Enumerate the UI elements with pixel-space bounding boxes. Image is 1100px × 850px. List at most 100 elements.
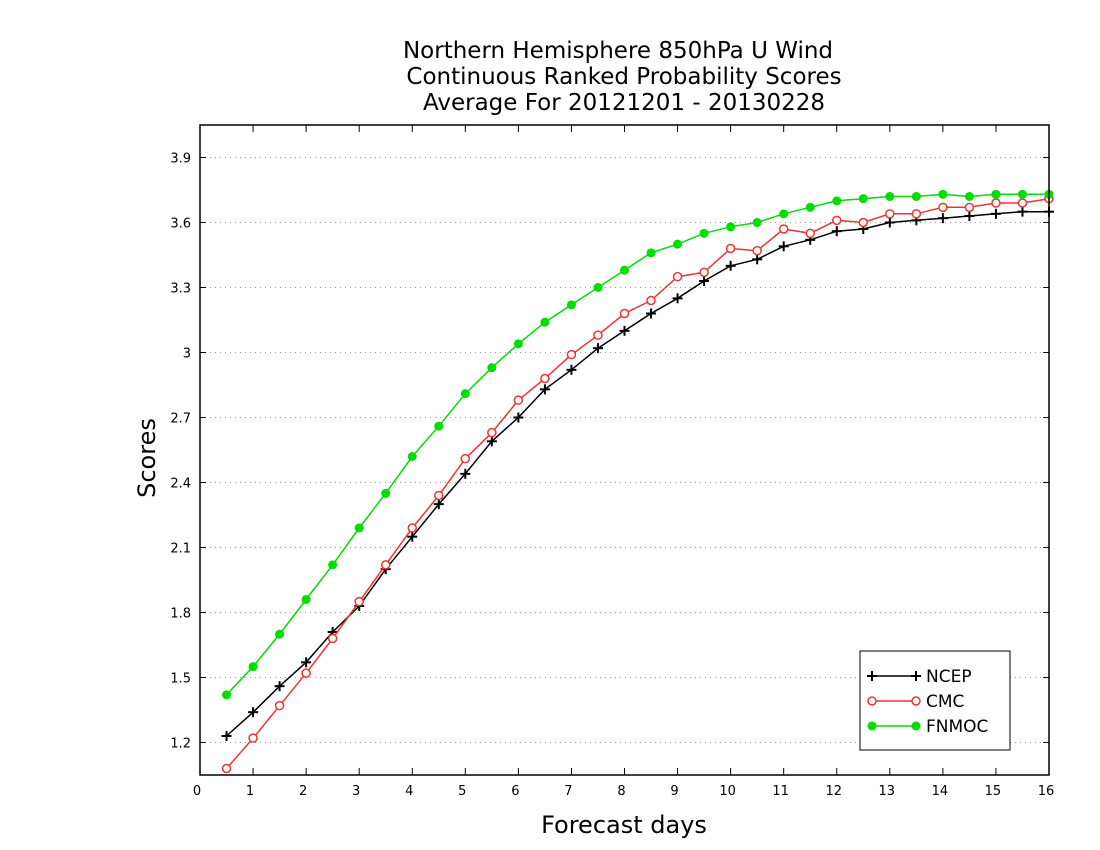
data-point-fnmoc <box>354 523 364 533</box>
data-point-cmc <box>487 427 497 438</box>
title-line-2: Continuous Ranked Probability Scores <box>406 64 841 90</box>
y-axis-label: Scores <box>133 418 161 498</box>
data-point-ncep <box>831 226 842 237</box>
data-point-fnmoc <box>911 192 921 201</box>
data-point-cmc <box>513 395 524 405</box>
data-point-ncep <box>884 217 895 228</box>
x-tick-label: 1 <box>246 784 254 799</box>
data-point-cmc <box>699 267 709 278</box>
data-point-fnmoc <box>248 662 258 672</box>
data-point-ncep <box>990 208 1001 219</box>
data-point-fnmoc <box>832 196 842 206</box>
data-point-cmc <box>1017 198 1028 208</box>
legend-label: NCEP <box>926 667 972 687</box>
legend-marker <box>911 671 921 681</box>
data-point-cmc <box>354 596 364 607</box>
y-tick-label: 2.4 <box>170 477 191 492</box>
data-point-ncep <box>778 241 789 252</box>
data-point-ncep <box>619 325 630 336</box>
data-point-cmc <box>725 243 736 254</box>
data-point-cmc <box>752 245 762 256</box>
data-point-ncep <box>964 211 975 221</box>
data-point-ncep <box>221 731 232 741</box>
data-point-cmc <box>327 633 338 644</box>
x-tick-label: 4 <box>405 784 413 799</box>
data-point-fnmoc <box>487 363 497 373</box>
title-line-1: Northern Hemisphere 850hPa U Wind <box>403 38 833 64</box>
data-point-fnmoc <box>938 189 948 199</box>
x-tick-label: 9 <box>670 784 678 799</box>
data-point-ncep <box>725 260 736 271</box>
data-point-fnmoc <box>699 228 709 238</box>
data-point-cmc <box>619 308 630 319</box>
data-point-ncep <box>752 254 763 265</box>
data-point-cmc <box>540 373 550 384</box>
data-point-cmc <box>593 330 603 340</box>
legend-label: FNMOC <box>926 717 988 737</box>
chart-title: Northern Hemisphere 850hPa U Wind Contin… <box>403 38 842 116</box>
data-point-fnmoc <box>222 690 232 700</box>
legend-label: CMC <box>926 692 964 712</box>
x-tick-label: 11 <box>772 784 789 799</box>
x-tick-label: 7 <box>564 784 572 799</box>
y-tick-label: 3.9 <box>170 152 191 167</box>
data-point-fnmoc <box>540 317 550 327</box>
data-point-fnmoc <box>1017 189 1027 199</box>
x-tick-label: 14 <box>932 784 949 799</box>
data-point-fnmoc <box>752 218 762 227</box>
data-point-fnmoc <box>620 265 629 275</box>
x-tick-label: 0 <box>193 784 201 799</box>
legend-marker <box>867 696 877 706</box>
data-point-cmc <box>885 209 895 219</box>
data-point-fnmoc <box>779 209 789 219</box>
plot-frame <box>199 124 1050 776</box>
x-tick-label: 16 <box>1038 784 1055 799</box>
x-tick-label: 15 <box>985 784 1002 799</box>
data-point-fnmoc <box>991 189 1001 199</box>
data-point-ncep <box>539 384 550 395</box>
data-point-ncep <box>699 276 710 286</box>
data-point-fnmoc <box>858 194 868 204</box>
legend-item-fnmoc: FNMOC <box>867 717 988 737</box>
data-point-fnmoc <box>726 222 736 232</box>
data-point-fnmoc <box>513 339 523 349</box>
data-point-cmc <box>778 224 789 234</box>
data-point-ncep <box>433 499 444 510</box>
y-tick-label: 1.5 <box>170 672 191 687</box>
y-tick-label: 1.8 <box>170 607 191 622</box>
series-line-fnmoc <box>225 193 1049 696</box>
data-point-cmc <box>938 202 948 213</box>
data-point-fnmoc <box>275 629 285 639</box>
axis-ticks: 1.21.51.82.12.42.733.33.63.90 1 2 3 4 5 6 7 8 9 10… <box>170 125 1054 799</box>
x-tick-label: 8 <box>617 784 625 799</box>
data-point-cmc <box>221 763 232 774</box>
data-point-fnmoc <box>434 421 444 431</box>
data-point-cmc <box>434 490 444 501</box>
x-tick-label: 6 <box>511 784 519 799</box>
y-tick-label: 3.3 <box>170 282 191 297</box>
data-point-ncep <box>274 681 285 692</box>
data-point-fnmoc <box>964 192 974 201</box>
title-line-3: Average For 20121201 - 20130228 <box>423 90 825 116</box>
data-point-fnmoc <box>593 283 603 292</box>
data-point-fnmoc <box>566 300 576 310</box>
data-point-cmc <box>911 209 922 219</box>
legend-marker <box>867 671 877 681</box>
data-point-fnmoc <box>381 488 391 498</box>
y-tick-label: 3.6 <box>170 217 191 232</box>
data-point-ncep <box>937 213 948 224</box>
legend-marker <box>911 721 921 731</box>
data-point-cmc <box>832 215 842 226</box>
data-point-ncep <box>460 468 471 479</box>
data-point-fnmoc <box>673 239 683 249</box>
data-point-cmc <box>380 560 391 570</box>
x-tick-label: 2 <box>299 784 307 799</box>
data-point-ncep <box>248 707 259 718</box>
data-point-ncep <box>301 657 312 668</box>
data-point-cmc <box>407 523 417 533</box>
data-point-fnmoc <box>885 192 895 201</box>
x-tick-label: 12 <box>825 784 842 799</box>
data-point-ncep <box>566 364 577 375</box>
data-point-cmc <box>672 271 683 282</box>
x-tick-label: 3 <box>352 784 360 799</box>
